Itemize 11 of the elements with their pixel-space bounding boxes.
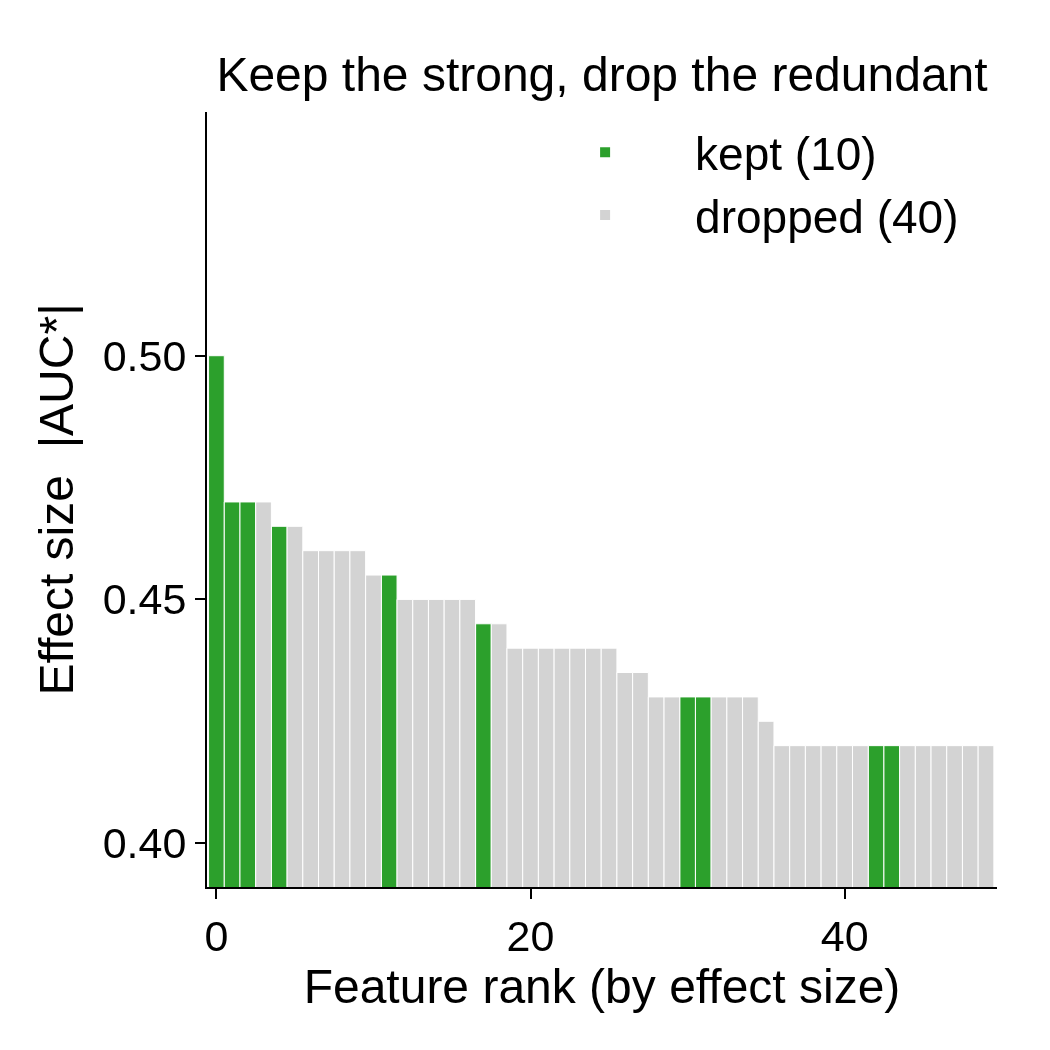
y-tick-label: 0.50 (102, 331, 187, 380)
y-tick-label: 0.40 (102, 819, 187, 868)
chart-title: Keep the strong, drop the redundant (216, 48, 988, 102)
legend-label: dropped (40) (695, 191, 959, 244)
y-axis-title: Effect size |AUC*| (29, 303, 83, 696)
x-tick-label: 0 (204, 911, 229, 960)
x-tick-label: 20 (506, 911, 555, 960)
x-tick-label: 40 (820, 911, 869, 960)
y-tick-label: 0.45 (102, 575, 187, 624)
x-axis-title: Feature rank (by effect size) (303, 959, 901, 1013)
legend-label: kept (10) (695, 128, 877, 181)
